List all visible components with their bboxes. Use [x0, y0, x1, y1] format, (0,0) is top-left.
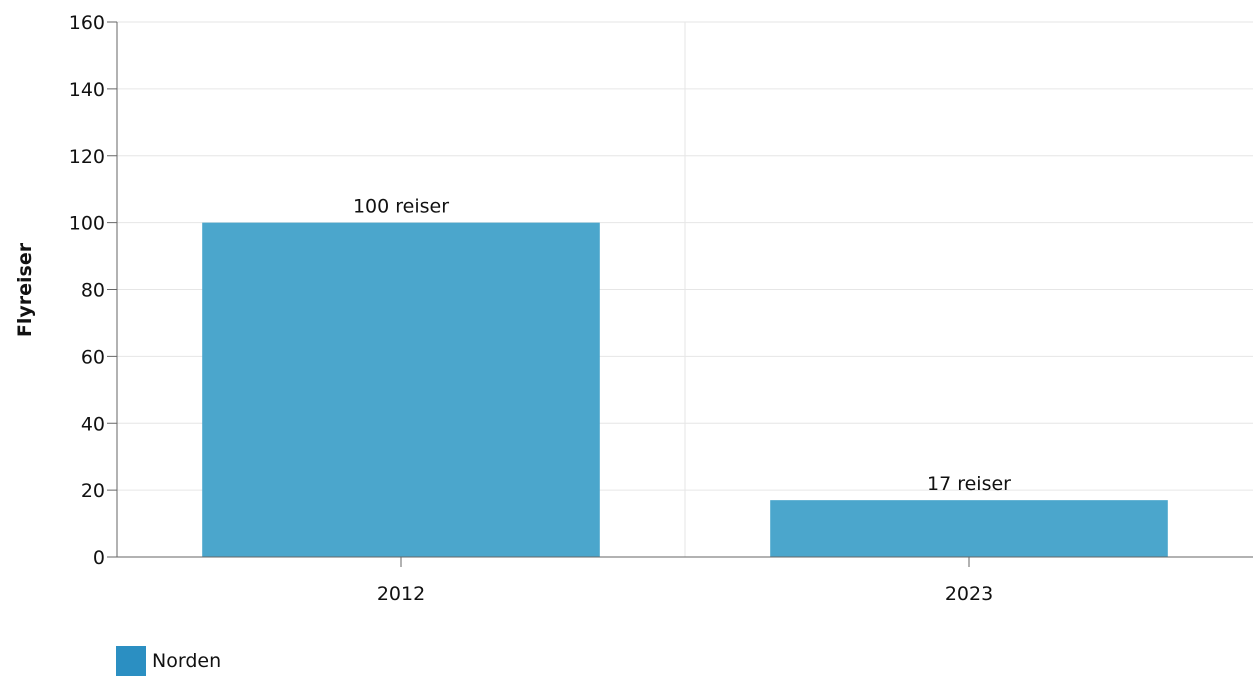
- y-tick-label-60: 60: [81, 346, 105, 368]
- y-tick-label-140: 140: [69, 79, 105, 101]
- labels-layer: 0 20 40 60 80 100 120 140 160 100 reiser 2012 17 re…: [69, 12, 1011, 605]
- bar-2023: [770, 500, 1168, 557]
- data-label-2023: 17 reiser: [927, 473, 1011, 495]
- y-tick-label-120: 120: [69, 146, 105, 168]
- y-tick-label-40: 40: [81, 413, 105, 435]
- y-tick-label-100: 100: [69, 213, 105, 235]
- bar-2012: [202, 222, 600, 557]
- y-tick-label-80: 80: [81, 280, 105, 302]
- bars-layer: [202, 222, 1168, 557]
- y-axis-title: Flyreiser: [14, 242, 36, 337]
- legend-label-norden: Norden: [152, 650, 222, 672]
- axis-layer: [107, 21, 1253, 567]
- chart-svg: 0 20 40 60 80 100 120 140 160 100 reiser 2012 17 re…: [14, 12, 1253, 605]
- y-tick-label-0: 0: [93, 547, 105, 569]
- legend: Norden: [116, 646, 221, 676]
- y-tick-label-20: 20: [81, 480, 105, 502]
- data-label-2012: 100 reiser: [353, 196, 449, 218]
- x-tick-label-2023: 2023: [945, 583, 993, 605]
- x-tick-label-2012: 2012: [377, 583, 425, 605]
- legend-swatch-norden: [116, 646, 146, 676]
- y-tick-label-160: 160: [69, 12, 105, 34]
